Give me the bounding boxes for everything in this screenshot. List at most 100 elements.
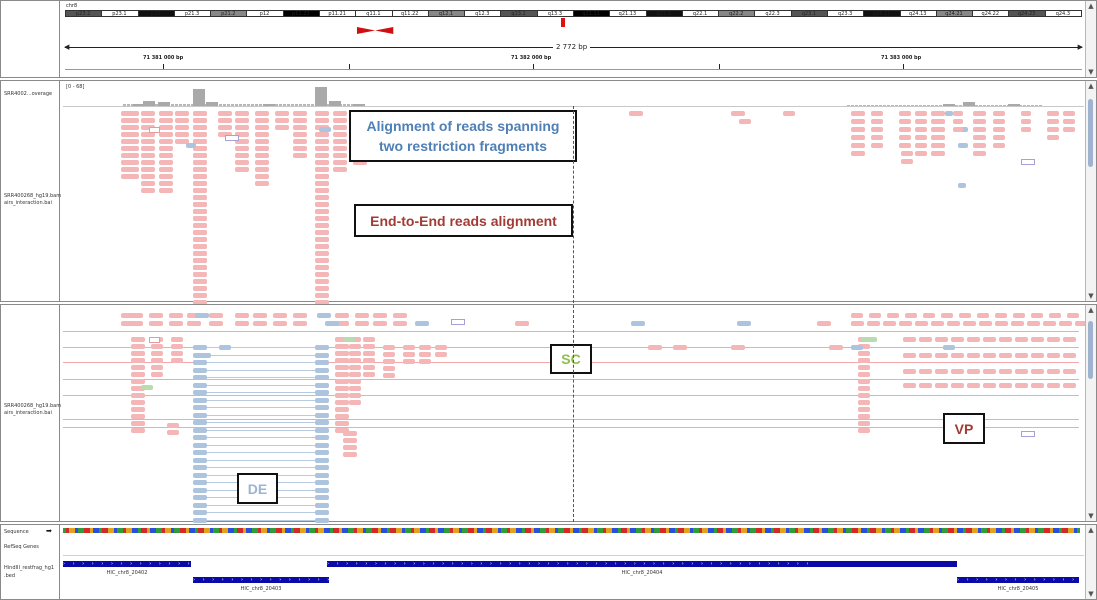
read[interactable] <box>193 397 207 403</box>
read[interactable] <box>159 132 173 137</box>
scroll-up-icon[interactable]: ▲ <box>1088 2 1094 10</box>
read[interactable] <box>151 344 163 349</box>
read[interactable] <box>335 428 349 433</box>
read[interactable] <box>931 143 945 148</box>
read[interactable] <box>983 383 996 388</box>
read[interactable] <box>169 321 183 326</box>
read[interactable] <box>923 313 935 318</box>
read[interactable] <box>159 188 173 193</box>
read[interactable] <box>983 369 996 374</box>
read[interactable] <box>255 125 269 130</box>
read[interactable] <box>159 139 173 144</box>
scroll-down-icon[interactable]: ▼ <box>1088 512 1094 520</box>
scroll-thumb[interactable] <box>1088 321 1093 379</box>
read[interactable] <box>1047 337 1060 342</box>
read[interactable] <box>343 452 357 457</box>
read[interactable] <box>193 487 207 493</box>
read[interactable] <box>1047 111 1059 116</box>
read[interactable] <box>1021 127 1031 132</box>
read[interactable] <box>343 445 357 450</box>
read[interactable] <box>1011 321 1024 326</box>
read[interactable] <box>871 119 883 124</box>
read[interactable] <box>899 135 911 140</box>
read[interactable] <box>951 337 964 342</box>
read[interactable] <box>349 393 361 398</box>
read[interactable] <box>131 337 145 342</box>
restriction-fragment[interactable]: › › › › › › › › › › › › › › › › › › › › … <box>63 561 191 567</box>
sequence-track[interactable] <box>63 528 1084 533</box>
read[interactable] <box>979 321 992 326</box>
read[interactable] <box>315 435 329 440</box>
read[interactable] <box>858 351 870 356</box>
read[interactable] <box>193 118 207 123</box>
read[interactable] <box>343 431 357 436</box>
read[interactable] <box>1063 353 1076 358</box>
read[interactable] <box>255 181 269 186</box>
hindiii-track-name[interactable]: HindIII_restfrag_hg1 <box>4 565 55 571</box>
read[interactable] <box>953 127 963 132</box>
read[interactable] <box>255 139 269 144</box>
read[interactable] <box>941 313 953 318</box>
read[interactable] <box>187 321 201 326</box>
coverage-track-name[interactable]: SRR4002...overage <box>4 91 53 97</box>
read[interactable] <box>131 372 145 377</box>
read[interactable] <box>403 359 415 364</box>
read[interactable] <box>851 111 865 116</box>
read[interactable] <box>193 345 207 350</box>
read[interactable] <box>193 480 207 485</box>
read[interactable] <box>315 420 329 425</box>
chromosome-ideogram[interactable] <box>65 10 1082 34</box>
read[interactable] <box>315 495 329 500</box>
read[interactable] <box>1021 119 1031 124</box>
read[interactable] <box>141 167 155 172</box>
read[interactable] <box>131 358 145 363</box>
read[interactable] <box>193 167 207 172</box>
read[interactable] <box>903 383 916 388</box>
read[interactable] <box>931 151 945 156</box>
read[interactable] <box>817 321 831 326</box>
read[interactable] <box>151 365 163 370</box>
read[interactable] <box>159 181 173 186</box>
read[interactable] <box>931 119 945 124</box>
read[interactable] <box>193 465 207 470</box>
read[interactable] <box>315 167 329 172</box>
read[interactable] <box>858 400 870 405</box>
read[interactable] <box>383 373 395 378</box>
read[interactable] <box>349 379 361 384</box>
read[interactable] <box>171 344 183 349</box>
track1-scrollbar[interactable]: ▲ ▼ <box>1085 81 1096 301</box>
read[interactable] <box>333 111 347 116</box>
read[interactable] <box>919 369 932 374</box>
read[interactable] <box>993 119 1005 124</box>
read[interactable] <box>151 358 163 363</box>
read[interactable] <box>193 216 207 221</box>
read[interactable] <box>931 111 945 116</box>
feature-scrollbar[interactable]: ▲ ▼ <box>1085 525 1096 599</box>
read[interactable] <box>315 367 329 373</box>
read[interactable] <box>195 313 209 318</box>
read[interactable] <box>1047 119 1059 124</box>
read[interactable] <box>273 321 287 326</box>
read[interactable] <box>293 125 307 130</box>
restriction-fragment[interactable]: › › › › › › › › › › › › › › › › › › › › … <box>193 577 329 583</box>
read[interactable] <box>315 510 329 515</box>
track1-data[interactable]: [0 - 68] <box>63 81 1084 333</box>
read[interactable] <box>947 321 960 326</box>
read[interactable] <box>159 174 173 179</box>
read[interactable] <box>1031 313 1043 318</box>
read[interactable] <box>171 351 183 356</box>
read[interactable] <box>218 111 232 116</box>
read[interactable] <box>999 337 1012 342</box>
read[interactable] <box>193 382 207 388</box>
read[interactable] <box>193 442 207 448</box>
scroll-down-icon[interactable]: ▼ <box>1088 292 1094 300</box>
read[interactable] <box>373 313 387 318</box>
read[interactable] <box>315 188 329 193</box>
read[interactable] <box>121 125 139 130</box>
read[interactable] <box>951 369 964 374</box>
read[interactable] <box>335 321 349 326</box>
read[interactable] <box>1075 321 1088 326</box>
read[interactable] <box>867 321 880 326</box>
read[interactable] <box>129 313 143 318</box>
read[interactable] <box>121 313 135 318</box>
